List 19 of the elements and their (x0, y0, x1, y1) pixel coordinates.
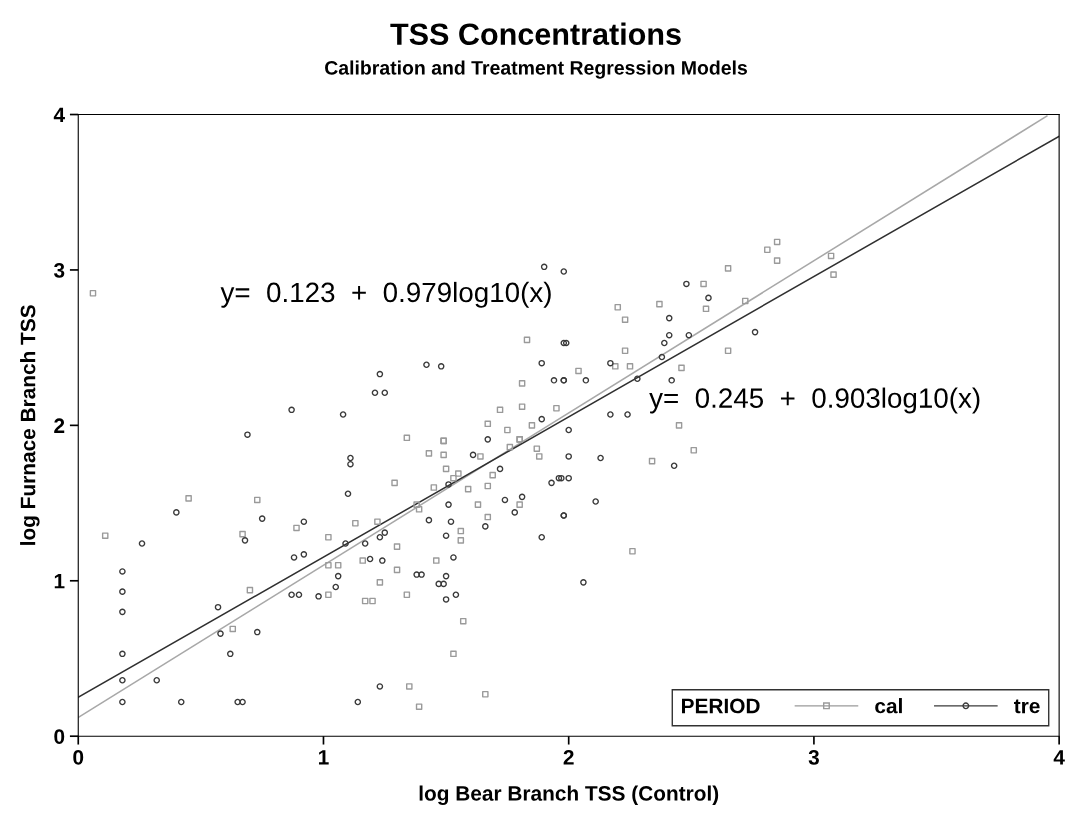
x-tick-label: 3 (808, 749, 819, 765)
y-tick-label: 1 (54, 574, 65, 589)
annotation: y= 0.123 + 0.979log10(x) (220, 281, 551, 308)
y-axis-title: log Furnace Branch TSS (20, 305, 40, 545)
y-tick-label: 3 (53, 262, 65, 278)
x-tick-label: 1 (319, 750, 329, 765)
legend-label: cal (875, 698, 902, 714)
chart-subtitle: Calibration and Treatment Regression Models (325, 60, 747, 79)
x-tick-label: 4 (1053, 750, 1065, 765)
legend-label: tre (1014, 699, 1040, 714)
chart-title: TSS Concentrations (390, 22, 681, 46)
y-tick-label: 2 (54, 418, 65, 433)
x-tick-label: 2 (563, 749, 574, 765)
x-axis-title: log Bear Branch TSS (Control) (419, 785, 719, 805)
x-tick-label: 0 (73, 749, 84, 765)
y-tick-label: 0 (54, 729, 65, 744)
legend-title: PERIOD (682, 698, 760, 714)
y-tick-label: 4 (53, 107, 65, 123)
annotation: y= 0.245 + 0.903log10(x) (649, 387, 980, 414)
